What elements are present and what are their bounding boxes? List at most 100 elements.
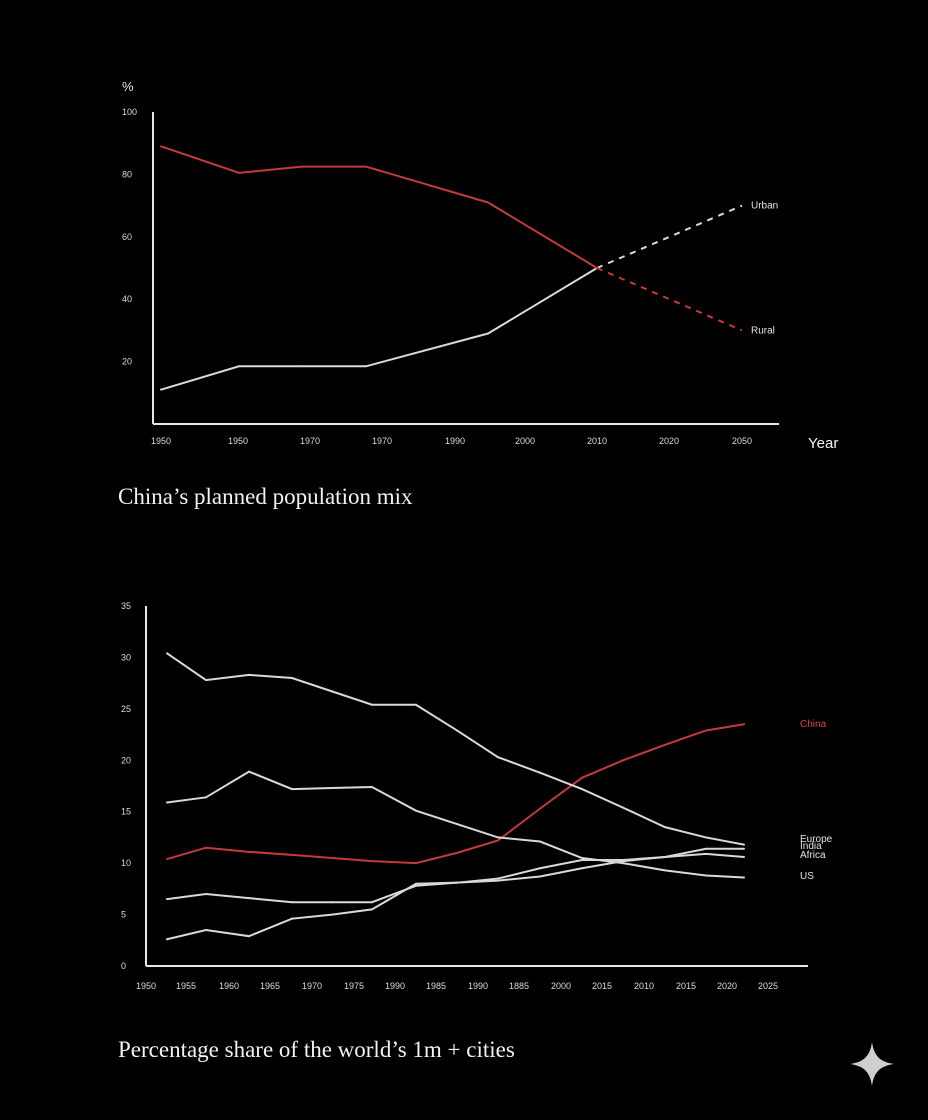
series-line-europe [166, 652, 745, 846]
x-tick-label: 1990 [468, 981, 488, 991]
data-point [622, 859, 624, 862]
data-point [581, 776, 583, 779]
data-point [301, 165, 303, 168]
x-tick-label: 1970 [372, 436, 392, 446]
y-tick-label: 5 [121, 910, 126, 920]
data-point [371, 786, 373, 789]
data-point [743, 843, 745, 846]
data-point [331, 901, 333, 904]
x-tick-label: 2020 [659, 436, 679, 446]
series-label-africa: Africa [800, 850, 826, 861]
x-tick-label: 1960 [219, 981, 239, 991]
data-point [622, 862, 624, 865]
data-point [539, 840, 541, 843]
x-tick-label: 1990 [385, 981, 405, 991]
y-axis-unit: % [122, 79, 134, 94]
data-point [664, 869, 666, 872]
data-point [487, 332, 489, 335]
data-point [248, 673, 250, 676]
y-tick-label: 35 [121, 601, 131, 611]
x-tick-label: 2025 [758, 981, 778, 991]
data-point [415, 884, 417, 887]
data-point [705, 847, 707, 850]
series-label-us: US [800, 871, 814, 882]
x-tick-label: 2010 [634, 981, 654, 991]
series-line-urban [160, 267, 598, 391]
data-point [248, 770, 250, 773]
series-line-africa [166, 852, 745, 941]
series-label-urban: Urban [751, 201, 778, 212]
population-mix-chart: % Year 20 40 60 80 100 1950 1950 1970 1970 1990 2000… [122, 79, 838, 452]
data-point [205, 846, 207, 849]
data-point [248, 935, 250, 938]
data-point [705, 852, 707, 855]
data-point [581, 857, 583, 859]
y-tick-label: 60 [122, 232, 132, 242]
data-point [581, 859, 583, 862]
x-tick-label: 2015 [592, 981, 612, 991]
data-point [664, 826, 666, 829]
data-point [743, 723, 745, 726]
x-tick-label: 1950 [136, 981, 156, 991]
series-line-rural [160, 145, 598, 269]
data-point [166, 858, 168, 861]
series-label-europe: Europe [800, 834, 833, 845]
data-point [371, 703, 373, 706]
data-point [487, 201, 489, 204]
data-point [331, 857, 333, 859]
data-point [664, 743, 666, 746]
data-point [371, 901, 373, 904]
series-line-china [166, 723, 745, 865]
x-tick-label: 2020 [717, 981, 737, 991]
x-axis-title: Year [808, 435, 838, 452]
data-point [581, 788, 583, 791]
data-point [365, 165, 367, 168]
projection-line-urban [596, 204, 743, 269]
x-tick-label: 2015 [676, 981, 696, 991]
y-tick-label: 20 [122, 357, 132, 367]
data-point [291, 788, 293, 791]
data-point [581, 867, 583, 870]
x-tick-label: 1885 [509, 981, 529, 991]
y-tick-label: 0 [121, 961, 126, 971]
data-point [301, 365, 303, 368]
data-point [539, 771, 541, 774]
data-point [497, 836, 499, 839]
data-point [539, 875, 541, 878]
data-point [331, 690, 333, 693]
data-point [539, 867, 541, 870]
data-point [205, 679, 207, 682]
x-tick-label: 1985 [426, 981, 446, 991]
data-point [291, 677, 293, 679]
data-point [415, 882, 417, 885]
data-point [160, 145, 162, 148]
data-point [291, 853, 293, 856]
data-point [415, 809, 417, 812]
data-point [238, 171, 240, 174]
x-tick-label: 1950 [228, 436, 248, 446]
data-point [365, 365, 367, 368]
x-tick-label: 1975 [344, 981, 364, 991]
data-point [166, 652, 168, 655]
data-point [622, 759, 624, 762]
data-point [238, 365, 240, 368]
data-point [664, 855, 666, 858]
series-label-china: China [800, 719, 827, 730]
y-tick-label: 20 [121, 755, 131, 765]
y-tick-label: 30 [121, 652, 131, 662]
data-point [743, 876, 745, 879]
data-point [371, 860, 373, 863]
y-tick-label: 80 [122, 169, 132, 179]
y-tick-label: 100 [122, 107, 137, 117]
y-tick-label: 15 [121, 807, 131, 817]
data-point [497, 839, 499, 842]
x-tick-label: 2000 [551, 981, 571, 991]
data-point [166, 938, 168, 941]
x-tick-label: 1970 [300, 436, 320, 446]
y-tick-label: 40 [122, 294, 132, 304]
data-point [456, 851, 458, 854]
data-point [166, 801, 168, 804]
data-point [205, 893, 207, 895]
data-point [205, 929, 207, 931]
series-label-rural: Rural [751, 325, 775, 336]
